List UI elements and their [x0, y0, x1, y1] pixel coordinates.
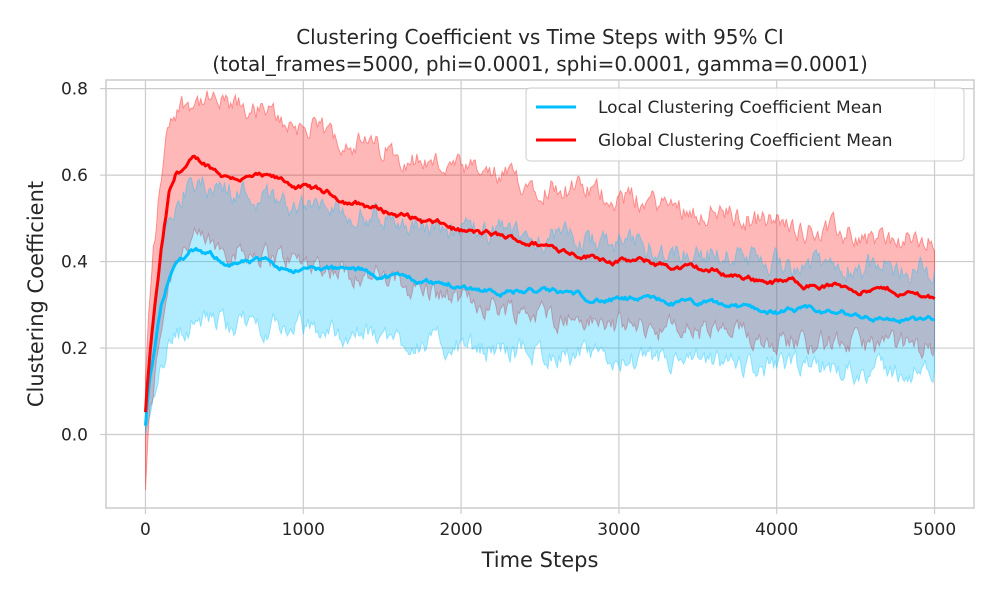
- legend-box: [525, 87, 965, 162]
- x-axis-ticks: 0 1000 2000 3000 4000 5000: [140, 508, 956, 540]
- x-tick-label-3: 3000: [597, 520, 640, 540]
- legend-label-local: Local Clustering Coefficient Mean: [598, 98, 882, 118]
- y-tick-label-4: 0.8: [61, 80, 88, 100]
- y-tick-label-1: 0.2: [61, 339, 88, 359]
- x-tick-label-0: 0: [140, 520, 151, 540]
- chart-subtitle: (total_frames=5000, phi=0.0001, sphi=0.0…: [212, 52, 868, 76]
- y-axis-label: Clustering Coefficient: [24, 181, 48, 407]
- x-tick-label-1: 1000: [282, 520, 325, 540]
- y-tick-label-3: 0.6: [61, 166, 88, 186]
- x-tick-label-5: 5000: [913, 520, 956, 540]
- x-tick-label-2: 2000: [439, 520, 482, 540]
- ci-band-local: [145, 176, 935, 435]
- y-axis-ticks: 0.0 0.2 0.4 0.6 0.8: [61, 80, 106, 446]
- legend-label-global: Global Clustering Coefficient Mean: [598, 131, 893, 151]
- chart-title: Clustering Coefficient vs Time Steps wit…: [296, 25, 784, 49]
- x-axis-label: Time Steps: [481, 548, 599, 572]
- mean-line-global: [144, 154, 936, 413]
- plot-area-frame: [105, 79, 975, 509]
- legend: Local Clustering Coefficient Mean Global…: [525, 87, 965, 162]
- y-tick-label-2: 0.4: [61, 253, 88, 273]
- x-tick-label-4: 4000: [755, 520, 798, 540]
- y-tick-label-0: 0.0: [61, 426, 88, 446]
- mean-line-local: [144, 247, 935, 426]
- mean-lines: [144, 154, 936, 426]
